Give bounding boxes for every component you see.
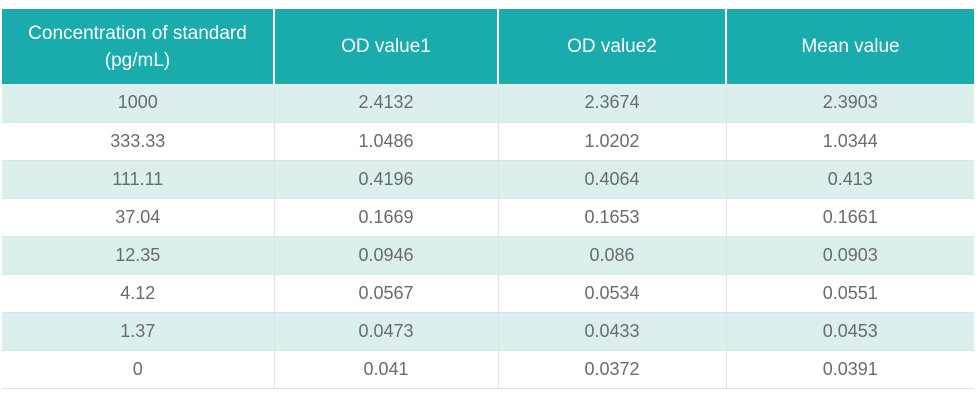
header-text-line: OD value2 [567, 36, 657, 57]
concentration-cell: 0 [2, 350, 275, 389]
od-value2-cell: 0.0433 [498, 312, 727, 351]
concentration-cell: 12.35 [2, 236, 275, 275]
od-value1-cell: 0.0473 [274, 312, 499, 351]
od-value2-cell: 0.4064 [498, 160, 727, 199]
od-value1-cell: 2.4132 [274, 84, 499, 123]
table-row: 1.37 0.0473 0.0433 0.0453 [2, 312, 974, 351]
od-value2-cell: 2.3674 [498, 84, 727, 123]
header-text-line: Mean value [801, 36, 900, 57]
header-od-value2: OD value2 [498, 9, 727, 84]
od-value1-cell: 0.0567 [274, 274, 499, 313]
od-value1-cell: 1.0486 [274, 122, 499, 161]
concentration-cell: 4.12 [2, 274, 275, 313]
header-text-line: Concentration of standard [28, 22, 247, 44]
table-row: 111.11 0.4196 0.4064 0.413 [2, 160, 974, 199]
header-od-value1: OD value1 [274, 9, 499, 84]
table-row: 12.35 0.0946 0.086 0.0903 [2, 236, 974, 275]
concentration-cell: 37.04 [2, 198, 275, 237]
od-value1-cell: 0.4196 [274, 160, 499, 199]
od-standard-table-container: Concentration of standard (pg/mL) OD value… [2, 9, 974, 389]
concentration-cell: 333.33 [2, 122, 275, 161]
od-value2-cell: 0.0372 [498, 350, 727, 389]
table-row: 4.12 0.0567 0.0534 0.0551 [2, 274, 974, 313]
mean-value-cell: 0.0551 [726, 274, 974, 313]
od-value2-cell: 0.0534 [498, 274, 727, 313]
mean-value-cell: 0.413 [726, 160, 974, 199]
concentration-cell: 111.11 [2, 160, 275, 199]
od-value2-cell: 0.086 [498, 236, 727, 275]
mean-value-cell: 1.0344 [726, 122, 974, 161]
mean-value-cell: 0.0391 [726, 350, 974, 389]
header-text-line: (pg/mL) [104, 49, 171, 71]
header-mean-value: Mean value [726, 9, 974, 84]
mean-value-cell: 0.1661 [726, 198, 974, 237]
table-row: 0 0.041 0.0372 0.0391 [2, 350, 974, 389]
header-concentration: Concentration of standard (pg/mL) [2, 9, 275, 84]
od-value2-cell: 0.1653 [498, 198, 727, 237]
table-row: 333.33 1.0486 1.0202 1.0344 [2, 122, 974, 161]
table-body: 1000 2.4132 2.3674 2.3903 333.33 1.0486 1.0202… [2, 84, 974, 389]
concentration-cell: 1000 [2, 84, 275, 123]
table-header: Concentration of standard (pg/mL) OD value… [2, 9, 974, 84]
od-value1-cell: 0.1669 [274, 198, 499, 237]
od-standard-table: Concentration of standard (pg/mL) OD value… [2, 9, 974, 389]
table-row: 37.04 0.1669 0.1653 0.1661 [2, 198, 974, 237]
od-value2-cell: 1.0202 [498, 122, 727, 161]
mean-value-cell: 0.0453 [726, 312, 974, 351]
header-row: Concentration of standard (pg/mL) OD value… [2, 9, 974, 84]
mean-value-cell: 0.0903 [726, 236, 974, 275]
od-value1-cell: 0.0946 [274, 236, 499, 275]
concentration-cell: 1.37 [2, 312, 275, 351]
od-value1-cell: 0.041 [274, 350, 499, 389]
mean-value-cell: 2.3903 [726, 84, 974, 123]
header-text-line: OD value1 [341, 36, 431, 57]
table-row: 1000 2.4132 2.3674 2.3903 [2, 84, 974, 123]
